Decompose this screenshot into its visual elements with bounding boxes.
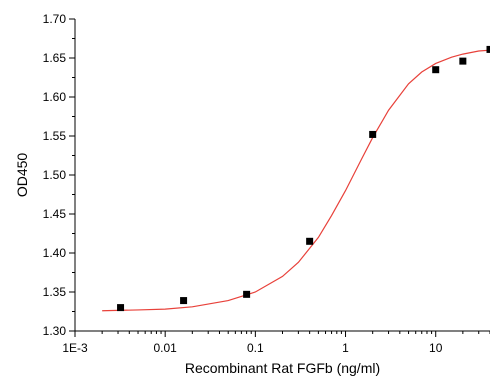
y-tick-label: 1.45 [43, 207, 67, 221]
y-tick-label: 1.60 [43, 90, 67, 104]
y-tick-label: 1.55 [43, 129, 67, 143]
data-point [486, 45, 490, 53]
data-point [369, 130, 377, 138]
data-point [180, 297, 188, 305]
y-axis-title: OD450 [14, 153, 30, 198]
data-point [432, 66, 440, 74]
axes [74, 19, 490, 332]
data-point [243, 290, 251, 298]
data-point [306, 237, 314, 245]
y-tick-label: 1.65 [43, 51, 67, 65]
y-tick-label: 1.50 [43, 168, 67, 182]
x-tick-label: 0.01 [153, 341, 177, 355]
data-point [459, 57, 467, 65]
y-tick-label: 1.35 [43, 285, 67, 299]
ticks: 1.30 1.35 1.40 1.45 1.50 1.55 1.60 1.65 1.70 1E-3… [43, 12, 490, 355]
x-tick-label: 1 [342, 341, 349, 355]
y-tick-label: 1.40 [43, 246, 67, 260]
fit-curve [102, 49, 490, 312]
x-tick-label: 0.1 [247, 341, 264, 355]
x-tick-label: 10 [429, 341, 443, 355]
x-axis-title: Recombinant Rat FGFb (ng/ml) [185, 360, 380, 376]
y-tick-label: 1.30 [43, 324, 67, 338]
y-tick-label: 1.70 [43, 12, 67, 26]
plot-area [102, 45, 490, 312]
x-tick-label: 1E-3 [62, 341, 88, 355]
data-point [117, 304, 125, 312]
